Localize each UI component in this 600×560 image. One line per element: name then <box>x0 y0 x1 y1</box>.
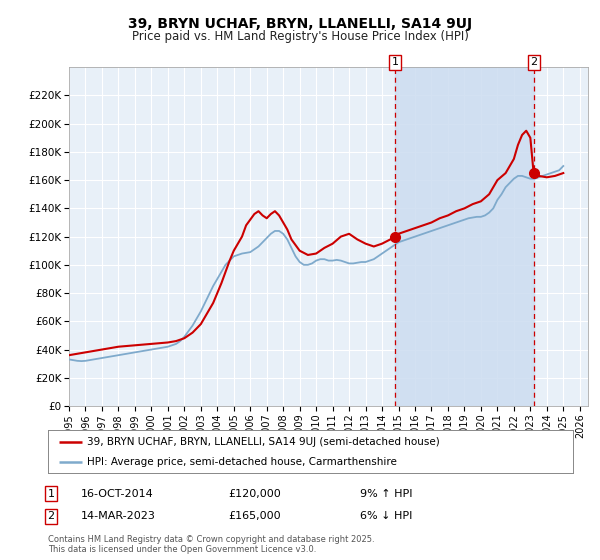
Text: 2: 2 <box>530 57 537 67</box>
Text: 39, BRYN UCHAF, BRYN, LLANELLI, SA14 9UJ: 39, BRYN UCHAF, BRYN, LLANELLI, SA14 9UJ <box>128 17 472 31</box>
Text: 6% ↓ HPI: 6% ↓ HPI <box>360 511 412 521</box>
Text: HPI: Average price, semi-detached house, Carmarthenshire: HPI: Average price, semi-detached house,… <box>88 458 397 468</box>
Text: 39, BRYN UCHAF, BRYN, LLANELLI, SA14 9UJ (semi-detached house): 39, BRYN UCHAF, BRYN, LLANELLI, SA14 9UJ… <box>88 437 440 447</box>
Text: 1: 1 <box>47 489 55 499</box>
Text: 16-OCT-2014: 16-OCT-2014 <box>81 489 154 499</box>
Bar <box>395 67 533 406</box>
Text: 14-MAR-2023: 14-MAR-2023 <box>81 511 156 521</box>
Text: Price paid vs. HM Land Registry's House Price Index (HPI): Price paid vs. HM Land Registry's House … <box>131 30 469 43</box>
Text: 9% ↑ HPI: 9% ↑ HPI <box>360 489 413 499</box>
Text: £120,000: £120,000 <box>228 489 281 499</box>
Text: £165,000: £165,000 <box>228 511 281 521</box>
Text: 2: 2 <box>47 511 55 521</box>
Text: Contains HM Land Registry data © Crown copyright and database right 2025.
This d: Contains HM Land Registry data © Crown c… <box>48 535 374 554</box>
Text: 1: 1 <box>392 57 398 67</box>
